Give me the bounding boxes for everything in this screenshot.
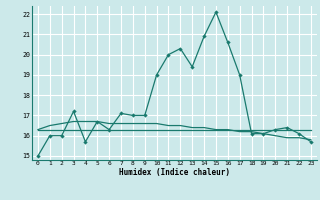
X-axis label: Humidex (Indice chaleur): Humidex (Indice chaleur) [119, 168, 230, 177]
